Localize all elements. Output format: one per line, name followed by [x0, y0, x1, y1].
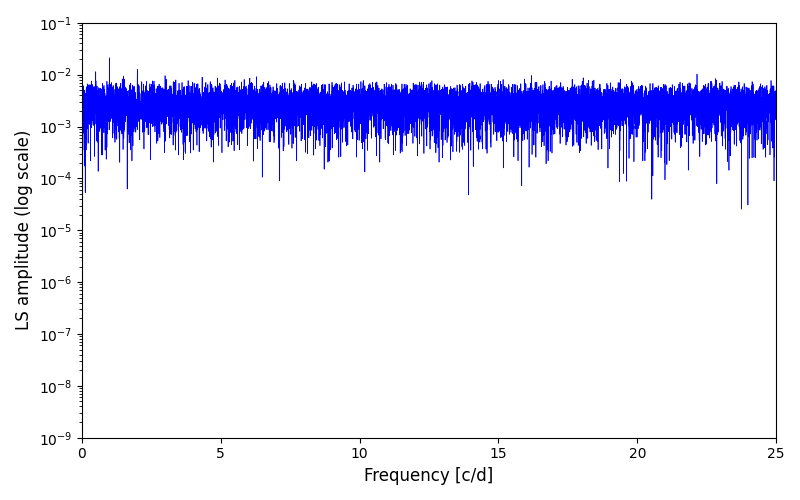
X-axis label: Frequency [c/d]: Frequency [c/d]	[364, 467, 494, 485]
Y-axis label: LS amplitude (log scale): LS amplitude (log scale)	[15, 130, 33, 330]
